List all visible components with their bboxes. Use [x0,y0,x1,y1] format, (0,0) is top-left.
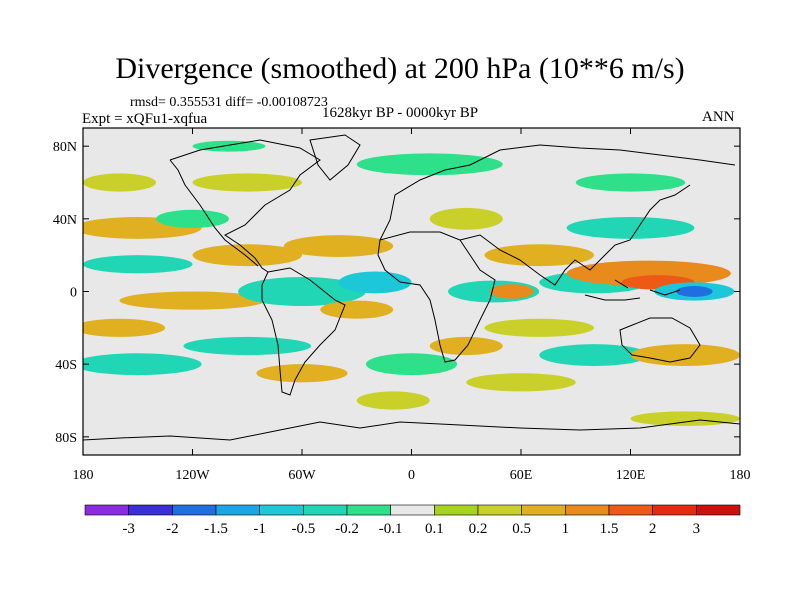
field-region-31 [466,373,576,392]
chart-title: Divergence (smoothed) at 200 hPa (10**6 … [115,52,685,85]
field-region-3 [156,209,229,228]
colorbar-label-9: 0.5 [512,521,531,537]
colorbar-swatch-11 [565,504,610,516]
colorbar-label-10: 1 [562,521,570,537]
x-tick-label-0: 180 [73,468,94,483]
colorbar-label-4: -0.5 [291,521,315,537]
field-region-0 [83,255,193,274]
field-region-27 [566,217,695,239]
field-region-30 [429,336,503,356]
x-tick-label-2: 60W [288,468,316,483]
y-tick-label-4: 80S [55,431,77,446]
y-tick-label-2: 0 [70,286,77,301]
x-tick-label-4: 60E [510,468,533,483]
field-region-28 [539,344,649,366]
y-tick-label-3: 40S [55,358,77,373]
field-region-4 [192,244,302,267]
colorbar-label-12: 2 [649,521,657,537]
colorbar-swatch-5 [303,504,348,516]
field-region-29 [630,344,740,366]
colorbar-label-1: -2 [166,521,179,537]
coastline-australia [619,317,701,363]
colorbar-label-7: 0.1 [425,521,444,537]
colorbar-label-5: -0.2 [335,521,359,537]
y-tick-label-0: 80N [53,140,77,155]
colorbar-swatch-4 [259,504,304,516]
colorbar-swatch-7 [390,504,435,516]
field-region-15 [429,207,503,230]
field-region-14 [356,391,430,410]
field-region-35 [83,173,156,192]
field-region-32 [192,173,302,192]
field-region-9 [83,353,202,376]
field-region-21 [484,244,594,267]
coastline-greenland [309,134,361,181]
colorbar-swatch-1 [128,504,173,516]
field-region-13 [365,353,458,376]
coastline-africa [377,231,496,363]
field-region-26 [676,286,713,297]
colorbar-swatch-13 [652,504,697,516]
field-region-1 [83,318,166,337]
colorbar-swatch-3 [215,504,260,516]
field-region-16 [356,153,503,176]
y-tick-label-1: 40N [53,213,77,228]
colorbar-swatch-9 [477,504,522,516]
colorbar-label-8: 0.2 [469,521,488,537]
x-tick-label-5: 120E [616,468,646,483]
colorbar-swatch-2 [172,504,217,516]
field-region-10 [183,336,312,356]
field-region-17 [192,140,266,152]
colorbar-label-13: 3 [693,521,701,537]
colorbar-swatch-8 [434,504,479,516]
colorbar-label-0: -3 [122,521,135,537]
coastline-north-america-west [169,159,259,267]
field-region-20 [484,318,594,337]
field-region-8 [283,235,394,257]
coastline-south-america [261,267,346,396]
field-region-11 [256,364,348,383]
colorbar-label-3: -1 [253,521,266,537]
period-label: 1628kyr BP - 0000kyr BP [322,105,479,121]
coastline-indonesia [584,279,681,301]
colorbar-swatch-10 [521,504,566,516]
colorbar-swatch-12 [608,504,653,516]
experiment-label: Expt = xQFu1-xqfua [82,111,208,127]
coastline-eurasia [379,144,736,286]
colorbar-label-11: 1.5 [600,521,619,537]
field-region-5 [119,291,266,310]
x-tick-label-3: 0 [408,468,415,483]
x-tick-label-1: 120W [175,468,210,483]
stats-label: rmsd= 0.355531 diff= -0.00108723 [130,95,328,110]
field-region-33 [575,173,686,192]
colorbar-swatch-0 [84,504,129,516]
x-tick-label-6: 180 [730,468,751,483]
field-region-34 [630,411,740,426]
colorbar-label-6: -0.1 [379,521,403,537]
colorbar-swatch-14 [696,504,741,516]
colorbar-label-2: -1.5 [204,521,228,537]
coastline-antarctica [83,419,740,441]
coastline-north-america [169,139,321,273]
season-label: ANN [702,109,735,125]
colorbar-swatch-6 [346,504,391,516]
field-region-19 [489,284,534,299]
field-region-12 [320,300,394,319]
